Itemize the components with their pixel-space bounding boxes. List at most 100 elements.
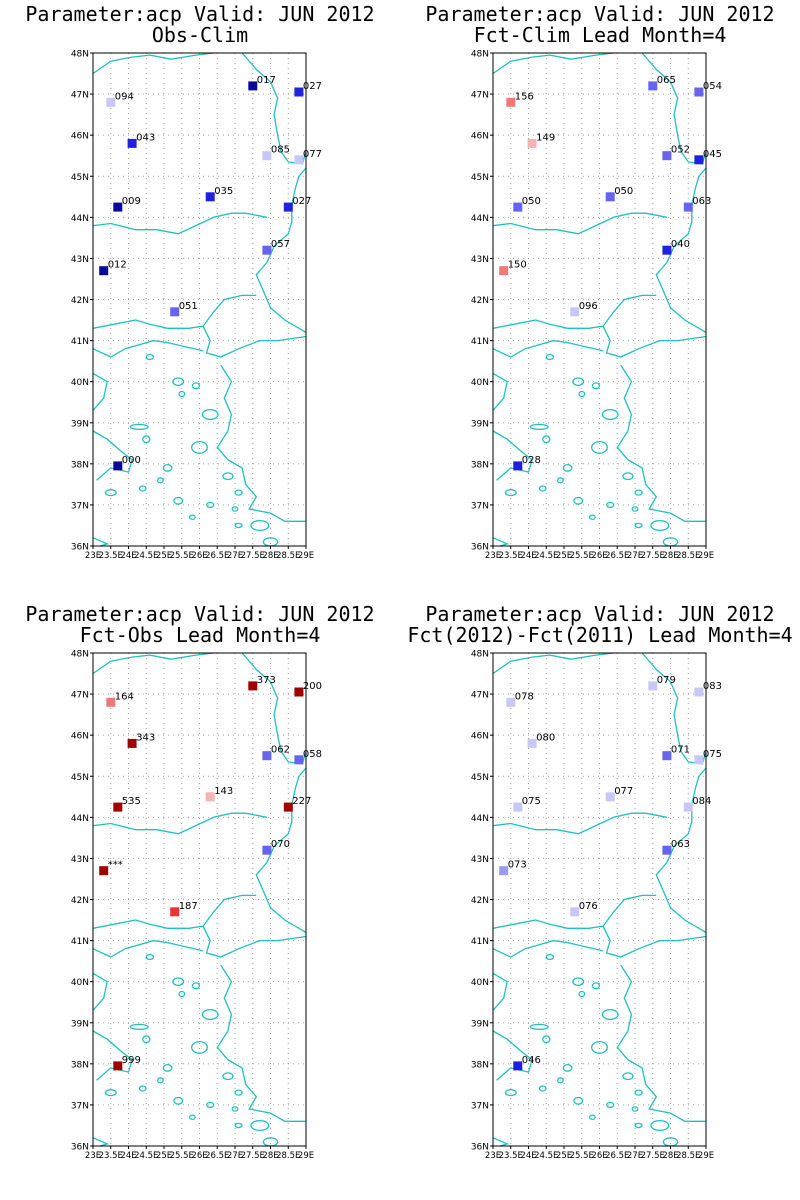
coastlines [492, 652, 707, 1147]
station-value-label: 076 [579, 901, 598, 912]
station-value-label: 065 [657, 75, 676, 86]
island [545, 953, 554, 961]
station-value-label: 028 [522, 455, 541, 466]
island [622, 1072, 634, 1081]
station-map: 48N47N46N45N44N43N42N41N40N39N38N37N36N2… [471, 50, 722, 562]
panel-title-line1: Parameter:acp Valid: JUN 2012 [25, 2, 375, 26]
island [542, 435, 551, 444]
lat-tick-label: 47N [471, 91, 489, 101]
map-panel-obs-clim: Parameter:acp Valid: JUN 2012 Obs-Clim 4… [0, 0, 400, 580]
lon-tick-label: 27.5E [241, 1151, 265, 1161]
island [173, 1096, 184, 1105]
station-value-label: 373 [257, 675, 276, 686]
station-marker [694, 87, 704, 97]
lat-tick-label: 36N [471, 543, 489, 553]
lat-tick-label: 42N [71, 896, 89, 906]
island [250, 519, 270, 532]
lat-tick-label: 39N [71, 1019, 89, 1029]
lon-tick-label: 25E [556, 1151, 572, 1161]
lat-tick-label: 41N [471, 937, 489, 947]
island [634, 522, 643, 529]
lat-tick-label: 38N [71, 1060, 89, 1070]
island [601, 1008, 619, 1021]
island [262, 1137, 279, 1147]
lat-tick-label: 37N [71, 501, 89, 511]
coastline [92, 430, 133, 481]
station-value-label: 027 [292, 196, 311, 207]
island [156, 477, 164, 484]
island [562, 463, 573, 472]
coastlines [92, 52, 307, 547]
lat-tick-label: 44N [71, 814, 89, 824]
island [162, 1063, 173, 1072]
station-value-label: 058 [303, 749, 322, 760]
lon-tick-label: 25.5E [570, 551, 594, 561]
lon-tick-label: 23E [485, 1151, 501, 1161]
station-value-label: 999 [122, 1055, 141, 1066]
lat-tick-label: 37N [471, 1101, 489, 1111]
island [622, 472, 634, 481]
lat-tick-label: 36N [471, 1143, 489, 1153]
panel-title-line2: Fct(2012)-Fct(2011) Lead Month=4 [407, 623, 793, 647]
coastline [92, 212, 268, 235]
lat-tick-label: 44N [471, 214, 489, 224]
island [545, 353, 554, 361]
station-map: 48N47N46N45N44N43N42N41N40N39N38N37N36N2… [471, 650, 722, 1162]
lon-tick-label: 29E [298, 551, 314, 561]
island [588, 1114, 596, 1120]
gridlines [493, 53, 706, 546]
coastline [92, 52, 214, 75]
lon-tick-label: 26E [591, 551, 607, 561]
station-value-label: 045 [703, 149, 722, 160]
island [206, 501, 215, 509]
station-marker [605, 792, 615, 802]
station-marker [127, 738, 137, 748]
station-marker [648, 681, 658, 691]
station-value-label: 156 [515, 91, 534, 102]
coastline [602, 325, 707, 358]
lon-tick-label: 27.5E [641, 551, 665, 561]
coastline [492, 894, 657, 929]
station-marker [513, 461, 523, 471]
island [538, 485, 547, 492]
station-marker [99, 266, 109, 276]
lon-tick-label: 28E [262, 1151, 278, 1161]
station-value-label: 096 [579, 301, 598, 312]
coastline [92, 652, 214, 675]
station-marker [694, 687, 704, 697]
station-marker [506, 697, 516, 707]
lat-tick-label: 42N [71, 296, 89, 306]
station-marker [694, 155, 704, 165]
island [173, 496, 184, 505]
lat-tick-label: 36N [71, 543, 89, 553]
lon-tick-label: 23.5E [99, 551, 123, 561]
coastline [216, 964, 306, 1122]
coastline [255, 167, 307, 333]
station-value-label: 164 [115, 691, 134, 702]
island [162, 463, 173, 472]
island [129, 423, 149, 431]
coastline [92, 972, 108, 1011]
panel-title-line1: Parameter:acp Valid: JUN 2012 [425, 602, 775, 626]
panel-title-line2: Fct-Obs Lead Month=4 [79, 623, 321, 647]
station-marker [499, 866, 509, 876]
island [201, 1008, 219, 1021]
station-value-label: 054 [703, 81, 722, 92]
station-value-label: 084 [692, 796, 711, 807]
map-panel-fct-2012-2011: Parameter:acp Valid: JUN 2012 Fct(2012)-… [400, 600, 800, 1180]
coastline [616, 364, 706, 522]
island [573, 496, 584, 505]
lat-tick-label: 44N [71, 214, 89, 224]
station-marker [113, 1061, 123, 1071]
island [556, 477, 564, 484]
coastline [202, 925, 307, 958]
station-marker [570, 307, 580, 317]
coastline [92, 894, 257, 929]
station-value-label: 046 [522, 1055, 541, 1066]
island [129, 1023, 149, 1031]
island [172, 977, 185, 987]
station-value-label: 077 [614, 786, 633, 797]
island [142, 1035, 151, 1044]
lat-tick-label: 40N [71, 378, 89, 388]
lon-tick-label: 29E [698, 1151, 714, 1161]
